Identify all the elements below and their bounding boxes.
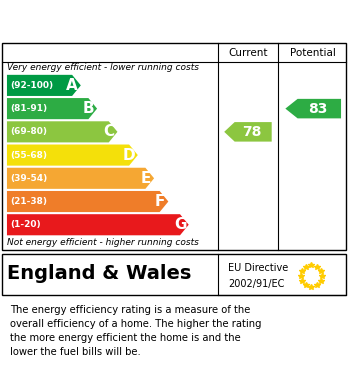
Text: The energy efficiency rating is a measure of the
overall efficiency of a home. T: The energy efficiency rating is a measur… [10,305,262,357]
Text: 78: 78 [242,125,261,139]
Text: C: C [103,124,114,139]
Text: E: E [140,171,151,186]
Polygon shape [224,122,272,142]
Polygon shape [7,191,168,212]
Polygon shape [7,145,138,166]
Text: (55-68): (55-68) [10,151,47,160]
Polygon shape [7,121,118,142]
Text: (1-20): (1-20) [10,220,41,229]
Text: Energy Efficiency Rating: Energy Efficiency Rating [10,11,258,30]
Text: (21-38): (21-38) [10,197,47,206]
Polygon shape [7,75,81,96]
Text: Current: Current [228,48,268,57]
Text: D: D [123,147,135,163]
Text: Not energy efficient - higher running costs: Not energy efficient - higher running co… [7,238,199,247]
Text: (39-54): (39-54) [10,174,48,183]
Polygon shape [285,99,341,118]
Text: England & Wales: England & Wales [7,264,191,283]
Polygon shape [7,98,97,119]
Polygon shape [7,214,189,235]
Text: EU Directive: EU Directive [228,263,288,273]
Text: G: G [174,217,186,232]
Text: B: B [82,101,94,116]
Text: A: A [66,78,78,93]
Text: 2002/91/EC: 2002/91/EC [228,279,284,289]
Text: F: F [155,194,165,209]
Text: Very energy efficient - lower running costs: Very energy efficient - lower running co… [7,63,199,72]
Text: (92-100): (92-100) [10,81,54,90]
Text: 83: 83 [308,102,327,116]
Text: (81-91): (81-91) [10,104,48,113]
Polygon shape [7,168,154,189]
Text: Potential: Potential [290,48,336,57]
Text: (69-80): (69-80) [10,127,47,136]
